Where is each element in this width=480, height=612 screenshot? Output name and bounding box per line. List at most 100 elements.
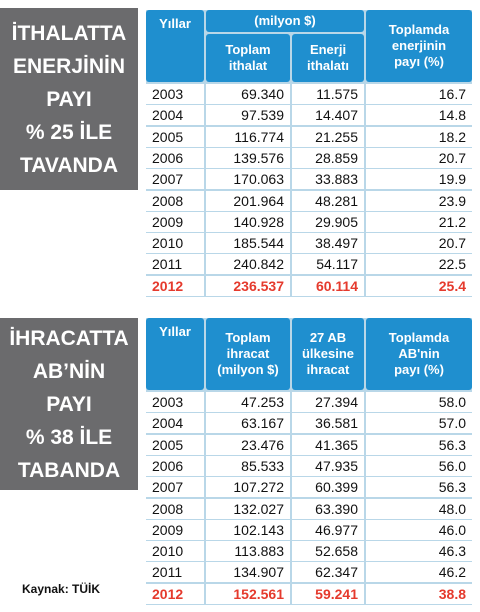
table-cell: 46.0 <box>366 519 472 540</box>
header-line: Toplam <box>225 330 271 345</box>
table-cell: 240.842 <box>206 254 290 275</box>
table-cell: 47.253 <box>206 392 290 412</box>
table-cell: 2005 <box>146 126 204 147</box>
table-cell: 20.7 <box>366 233 472 254</box>
table-cell: 60.114 <box>292 275 364 296</box>
table-cell: 56.3 <box>366 477 472 498</box>
table-cell: 46.2 <box>366 562 472 583</box>
table-cell: 2003 <box>146 392 204 412</box>
header-line: payı (%) <box>394 54 444 69</box>
title-box: İHRACATTA AB’NİN PAYI % 38 İLE TABANDA <box>0 318 138 490</box>
table-cell: 2007 <box>146 169 204 190</box>
table-cell: 59.241 <box>292 583 364 604</box>
title-line: AB’NİN <box>32 359 106 383</box>
table-cell: 46.977 <box>292 519 364 540</box>
table-cell: 23.9 <box>366 190 472 211</box>
table-cell: 21.255 <box>292 126 364 147</box>
header-line: (milyon $) <box>217 362 279 377</box>
title-line: PAYI <box>46 392 92 416</box>
table-cell: 48.281 <box>292 190 364 211</box>
table-cell: 116.774 <box>206 126 290 147</box>
header-line: Toplam <box>225 42 271 57</box>
table-cell: 97.539 <box>206 105 290 126</box>
header-line: ülkesine <box>301 346 355 361</box>
table-row: 2012 152.561 59.241 38.8 <box>146 583 472 605</box>
header-line: payı (%) <box>394 362 444 377</box>
table-cell: 54.117 <box>292 254 364 275</box>
table-cell: 36.581 <box>292 413 364 434</box>
table-cell: 58.0 <box>366 392 472 412</box>
table-row: 2003 69.340 11.575 16.7 <box>146 84 472 105</box>
table-row: 2009 140.928 29.905 21.2 <box>146 211 472 233</box>
table-cell: 14.407 <box>292 105 364 126</box>
table-cell: 41.365 <box>292 434 364 455</box>
table-cell: 18.2 <box>366 126 472 147</box>
table-cell: 2011 <box>146 562 204 583</box>
title-line: PAYI <box>46 87 92 111</box>
header-line: ithalat <box>228 58 268 73</box>
table-row: 2010 185.544 38.497 20.7 <box>146 233 472 254</box>
table-cell: 48.0 <box>366 498 472 519</box>
header-line: Yıllar <box>159 16 191 31</box>
table-cell: 29.905 <box>292 211 364 232</box>
title-line: % 38 İLE <box>25 425 113 449</box>
table-cell: 2010 <box>146 541 204 562</box>
table-row: 2010 113.883 52.658 46.3 <box>146 541 472 562</box>
table-cell: 170.063 <box>206 169 290 190</box>
table-cell: 27.394 <box>292 392 364 412</box>
title-line: İTHALATTA <box>11 21 127 45</box>
table-row: 2009 102.143 46.977 46.0 <box>146 519 472 541</box>
table-cell: 2008 <box>146 498 204 519</box>
table-row: 2005 23.476 41.365 56.3 <box>146 434 472 456</box>
table-cell: 2011 <box>146 254 204 275</box>
table-cell: 28.859 <box>292 147 364 168</box>
table-cell: 11.575 <box>292 84 364 104</box>
table-cell: 2004 <box>146 105 204 126</box>
header-cell: Yıllar <box>146 10 204 82</box>
header-cell: Toplam ihracat (milyon $) <box>206 318 290 390</box>
table-cell: 69.340 <box>206 84 290 104</box>
table-cell: 14.8 <box>366 105 472 126</box>
table-cell: 63.167 <box>206 413 290 434</box>
table-cell: 139.576 <box>206 147 290 168</box>
header-cell: 27 AB ülkesine ihracat <box>292 318 364 390</box>
table-cell: 52.658 <box>292 541 364 562</box>
table-row: 2005 116.774 21.255 18.2 <box>146 126 472 148</box>
table-row: 2008 132.027 63.390 48.0 <box>146 498 472 520</box>
table-cell: 2009 <box>146 211 204 232</box>
table-cell: 2004 <box>146 413 204 434</box>
table-cell: 107.272 <box>206 477 290 498</box>
table-cell: 2005 <box>146 434 204 455</box>
header-cell: Toplamda AB'nin payı (%) <box>366 318 472 390</box>
table-row: 2007 107.272 60.399 56.3 <box>146 477 472 498</box>
table-row: 2008 201.964 48.281 23.9 <box>146 190 472 212</box>
table-cell: 2006 <box>146 147 204 168</box>
title-line: TAVANDA <box>20 153 118 177</box>
table-cell: 47.935 <box>292 455 364 476</box>
table-row: 2007 170.063 33.883 19.9 <box>146 169 472 190</box>
table-row: 2011 134.907 62.347 46.2 <box>146 562 472 583</box>
table-cell: 46.3 <box>366 541 472 562</box>
table-row: 2006 139.576 28.859 20.7 <box>146 147 472 169</box>
table-cell: 38.497 <box>292 233 364 254</box>
table: Yıllar Toplam ihracat (milyon $) 27 AB ülkesi… <box>146 318 472 605</box>
header-line: Yıllar <box>159 324 191 339</box>
table-cell: 2003 <box>146 84 204 104</box>
table-row: 2006 85.533 47.935 56.0 <box>146 455 472 477</box>
table-cell: 38.8 <box>366 583 472 604</box>
table-cell: 21.2 <box>366 211 472 232</box>
title-line: İHRACATTA <box>9 326 129 350</box>
table-cell: 62.347 <box>292 562 364 583</box>
header-line: (milyon $) <box>254 13 316 28</box>
table-cell: 236.537 <box>206 275 290 296</box>
table-cell: 2010 <box>146 233 204 254</box>
header-line: ihracat <box>226 346 270 361</box>
header-line: Enerji <box>309 42 347 57</box>
header-group: (milyon $) <box>206 10 364 32</box>
table-cell: 140.928 <box>206 211 290 232</box>
title-line: % 25 İLE <box>25 120 113 144</box>
table-cell: 132.027 <box>206 498 290 519</box>
table-row: 2003 47.253 27.394 58.0 <box>146 392 472 413</box>
header-line: ithalatı <box>307 58 349 73</box>
